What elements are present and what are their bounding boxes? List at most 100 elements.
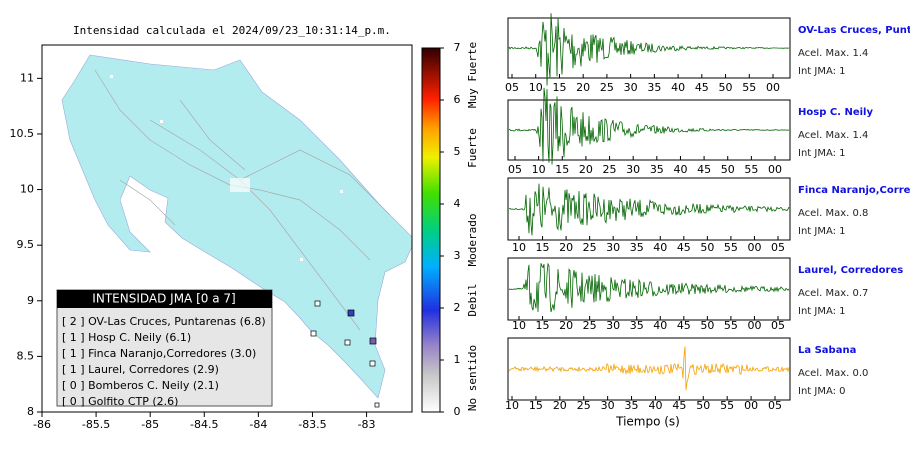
x-tick-label: -85 <box>141 418 159 431</box>
x-tick-label: 40 <box>648 399 662 412</box>
x-tick-label: 20 <box>559 241 573 254</box>
x-tick-label: 40 <box>671 81 685 94</box>
x-tick-label: 00 <box>747 319 761 332</box>
colorbar-tick-label: 7 <box>454 41 461 54</box>
colorbar-tick-label: 2 <box>454 301 461 314</box>
x-tick-label: 25 <box>583 319 597 332</box>
level-label: Fuerte <box>466 128 479 168</box>
y-tick-label: 9 <box>27 294 34 307</box>
x-tick-label: 00 <box>768 163 782 176</box>
x-tick-label: 50 <box>700 241 714 254</box>
x-tick-label: 35 <box>647 81 661 94</box>
x-tick-label: 05 <box>768 399 782 412</box>
x-tick-label: 00 <box>766 81 780 94</box>
x-tick-label: 00 <box>747 241 761 254</box>
x-axis-label: Tiempo (s) <box>615 415 680 429</box>
x-tick-label: -86 <box>33 418 51 431</box>
x-tick-label: 10 <box>505 399 519 412</box>
x-tick-label: 10 <box>512 241 526 254</box>
jma-intensity: Int JMA: 1 <box>798 306 846 317</box>
max-accel: Acel. Max. 0.0 <box>798 368 868 379</box>
y-tick-label: 8.5 <box>17 349 35 362</box>
x-tick-label: 10 <box>529 81 543 94</box>
stations <box>310 300 380 408</box>
x-tick-label: -85.5 <box>82 418 110 431</box>
x-tick-label: 50 <box>696 399 710 412</box>
x-tick-label: 25 <box>603 163 617 176</box>
legend-entry: [ 0 ] Golfito CTP (2.6) <box>62 395 178 408</box>
x-tick-label: 15 <box>555 163 569 176</box>
jma-intensity: Int JMA: 1 <box>798 148 846 159</box>
colorbar-tick-label: 0 <box>454 405 461 418</box>
waveform <box>508 13 790 86</box>
station-name: Hosp C. Neily <box>798 107 873 118</box>
x-tick-label: 25 <box>600 81 614 94</box>
legend-entry: [ 0 ] Bomberos C. Neily (2.1) <box>62 379 219 392</box>
x-tick-label: 15 <box>536 319 550 332</box>
x-tick-label: 35 <box>630 319 644 332</box>
station-name: La Sabana <box>798 345 856 356</box>
x-tick-label: 20 <box>579 163 593 176</box>
x-tick-label: 30 <box>606 319 620 332</box>
x-tick-label: 05 <box>771 319 785 332</box>
x-tick-label: -84 <box>249 418 267 431</box>
map-frame <box>41 44 413 413</box>
waveform <box>508 262 790 313</box>
x-tick-label: 50 <box>700 319 714 332</box>
x-tick-label: -84.5 <box>190 418 218 431</box>
waveform <box>508 87 790 165</box>
x-tick-label: 45 <box>695 81 709 94</box>
y-tick-label: 11 <box>20 71 34 84</box>
x-tick-label: 35 <box>650 163 664 176</box>
x-tick-label: 55 <box>744 163 758 176</box>
x-tick-label: 50 <box>719 81 733 94</box>
x-tick-label: 40 <box>653 319 667 332</box>
x-tick-label: 45 <box>672 399 686 412</box>
x-tick-label: 20 <box>576 81 590 94</box>
x-tick-label: 30 <box>606 241 620 254</box>
max-accel: Acel. Max. 1.4 <box>798 130 868 141</box>
colorbar-tick-label: 4 <box>454 197 461 210</box>
map-title: Intensidad calculada el 2024/09/23_10:31… <box>73 24 391 37</box>
waveform <box>508 346 790 391</box>
x-tick-label: 45 <box>697 163 711 176</box>
level-label: Moderado <box>466 214 479 267</box>
x-tick-label: 20 <box>553 399 567 412</box>
legend-entry: [ 1 ] Laurel, Corredores (2.9) <box>62 363 219 376</box>
x-tick-label: 45 <box>677 319 691 332</box>
legend-title: INTENSIDAD JMA [0 a 7] <box>92 292 235 306</box>
x-tick-label: 15 <box>529 399 543 412</box>
jma-intensity: Int JMA: 0 <box>798 386 846 397</box>
y-tick-label: 10.5 <box>10 127 35 140</box>
jma-intensity: Int JMA: 1 <box>798 226 846 237</box>
x-tick-label: -83 <box>358 418 376 431</box>
x-tick-label: 25 <box>577 399 591 412</box>
colorbar-levels: Muy Fuerte Fuerte Moderado Debil No sent… <box>466 42 479 411</box>
towns <box>110 75 343 261</box>
x-tick-label: 10 <box>512 319 526 332</box>
waveform <box>508 183 790 236</box>
legend-entry: [ 1 ] Hosp C. Neily (6.1) <box>62 331 191 344</box>
x-tick-label: 40 <box>673 163 687 176</box>
x-tick-label: 05 <box>508 163 522 176</box>
y-tick-label: 8 <box>27 405 34 418</box>
x-tick-label: 05 <box>771 241 785 254</box>
colorbar <box>421 47 441 413</box>
x-tick-label: 55 <box>742 81 756 94</box>
legend: INTENSIDAD JMA [0 a 7] [ 2 ] OV-Las Cruc… <box>56 289 273 408</box>
station-name: Finca Naranjo,Corredores <box>798 185 910 196</box>
legend-entry: [ 1 ] Finca Naranjo,Corredores (3.0) <box>62 347 256 360</box>
level-label: No sentido <box>466 345 479 411</box>
x-tick-label: 15 <box>536 241 550 254</box>
x-tick-label: 20 <box>559 319 573 332</box>
station-name: Laurel, Corredores <box>798 265 903 276</box>
x-tick-label: 15 <box>552 81 566 94</box>
x-tick-label: 45 <box>677 241 691 254</box>
x-tick-label: 35 <box>625 399 639 412</box>
legend-entry: [ 2 ] OV-Las Cruces, Puntarenas (6.8) <box>62 315 266 328</box>
x-tick-label: 30 <box>624 81 638 94</box>
x-tick-label: 00 <box>744 399 758 412</box>
max-accel: Acel. Max. 0.7 <box>798 288 868 299</box>
x-tick-label: 10 <box>532 163 546 176</box>
